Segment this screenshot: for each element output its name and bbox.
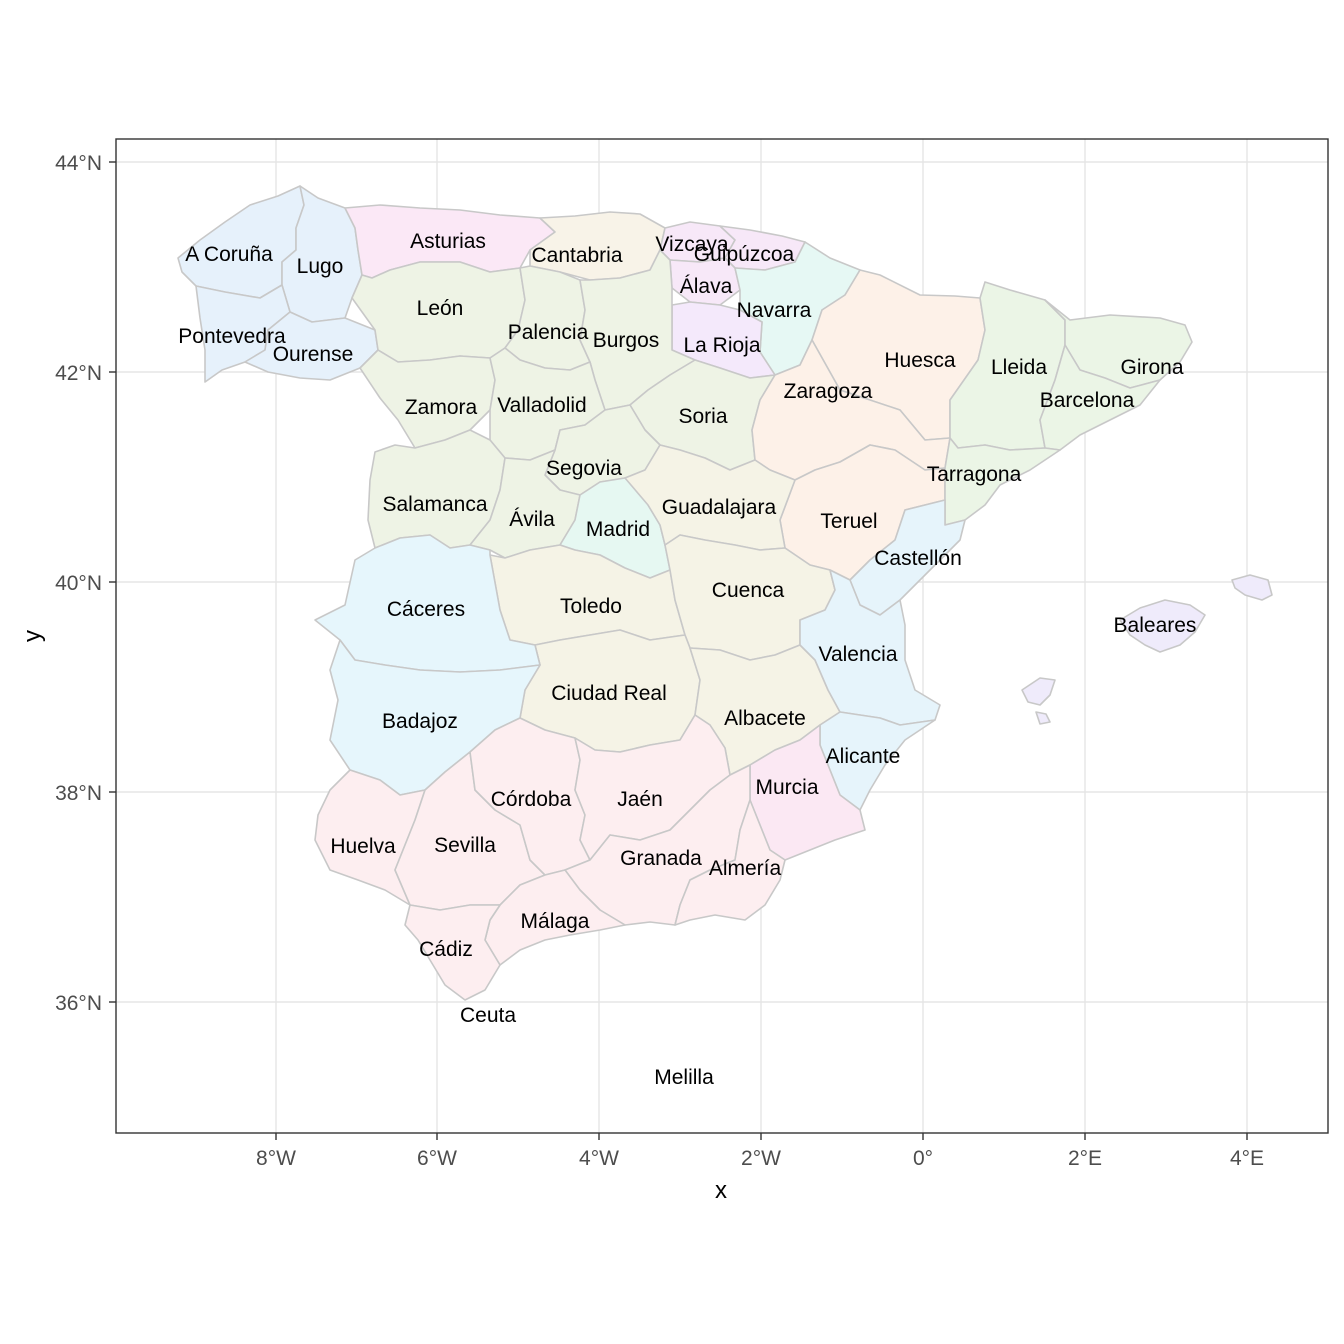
label-lugo: Lugo [297, 255, 344, 278]
label-valencia: Valencia [819, 643, 898, 666]
label-soria: Soria [678, 405, 727, 428]
label-huelva: Huelva [330, 835, 396, 858]
label-la-rioja: La Rioja [683, 334, 760, 357]
label-navarra: Navarra [737, 299, 812, 322]
y-tick-label: 36°N [55, 992, 102, 1015]
label-alicante: Alicante [826, 745, 901, 768]
province-baleares-ibiza [1021, 677, 1056, 706]
label-albacete: Albacete [724, 707, 806, 730]
province-almeria [674, 799, 786, 926]
label-ourense: Ourense [273, 343, 354, 366]
label-caceres: Cáceres [387, 598, 465, 621]
label-almeria: Almería [709, 857, 782, 880]
label-malaga: Málaga [521, 910, 590, 933]
x-tick-label: 4°E [1230, 1147, 1264, 1170]
label-toledo: Toledo [560, 595, 622, 618]
label-lleida: Lleida [991, 356, 1047, 379]
label-alava: Álava [680, 275, 733, 298]
label-girona: Girona [1120, 356, 1183, 379]
label-cuenca: Cuenca [712, 579, 785, 602]
label-segovia: Segovia [546, 457, 622, 480]
x-tick-label: 4°W [579, 1147, 619, 1170]
label-jaen: Jaén [617, 788, 663, 811]
label-tarragona: Tarragona [927, 463, 1022, 486]
label-zaragoza: Zaragoza [784, 380, 873, 403]
x-axis: 8°W 6°W 4°W 2°W 0° 2°E 4°E x [256, 1133, 1264, 1204]
label-valladolid: Valladolid [497, 394, 587, 417]
label-a-coruna: A Coruña [185, 243, 273, 266]
x-tick-label: 6°W [417, 1147, 457, 1170]
label-salamanca: Salamanca [382, 493, 487, 516]
label-baleares: Baleares [1114, 614, 1197, 637]
label-ceuta: Ceuta [460, 1004, 516, 1027]
label-zamora: Zamora [405, 396, 478, 419]
label-cordoba: Córdoba [491, 788, 572, 811]
provinces-layer [177, 185, 1273, 1001]
y-tick-label: 42°N [55, 362, 102, 385]
x-tick-label: 2°E [1068, 1147, 1102, 1170]
y-tick-label: 40°N [55, 572, 102, 595]
label-melilla: Melilla [654, 1066, 714, 1089]
label-leon: León [417, 297, 464, 320]
province-baleares-mallorca [1119, 599, 1206, 653]
label-murcia: Murcia [755, 776, 818, 799]
province-zamora [359, 349, 496, 449]
label-teruel: Teruel [820, 510, 877, 533]
x-tick-label: 2°W [741, 1147, 781, 1170]
label-avila: Ávila [509, 508, 555, 531]
x-tick-label: 0° [913, 1147, 933, 1170]
panel-border [115, 138, 1329, 1134]
y-axis: 44°N 42°N 40°N 38°N 36°N y [19, 152, 116, 1015]
x-tick-label: 8°W [256, 1147, 296, 1170]
y-tick-label: 44°N [55, 152, 102, 175]
label-granada: Granada [620, 847, 702, 870]
province-labels: A Coruña Lugo Pontevedra Ourense Asturia… [178, 230, 1196, 1089]
label-madrid: Madrid [586, 518, 650, 541]
y-tick-label: 38°N [55, 782, 102, 805]
label-guadalajara: Guadalajara [662, 496, 777, 519]
label-barcelona: Barcelona [1040, 389, 1135, 412]
y-axis-title: y [19, 630, 46, 642]
label-vizcaya: Vizcaya [655, 233, 728, 256]
label-sevilla: Sevilla [434, 834, 496, 857]
province-baleares-formentera [1035, 711, 1051, 725]
label-guipuzcoa: Guipúzcoa [694, 243, 795, 266]
label-burgos: Burgos [593, 329, 660, 352]
label-huesca: Huesca [884, 349, 956, 372]
label-ciudad-real: Ciudad Real [551, 682, 667, 705]
x-axis-title: x [715, 1177, 727, 1204]
province-cadiz [404, 904, 501, 1001]
label-pontevedra: Pontevedra [178, 325, 286, 348]
label-cantabria: Cantabria [531, 244, 622, 267]
label-asturias: Asturias [410, 230, 486, 253]
label-palencia: Palencia [508, 321, 589, 344]
province-barcelona [1039, 344, 1161, 451]
province-castellon [849, 499, 966, 616]
province-ourense [244, 311, 379, 381]
label-badajoz: Badajoz [382, 710, 458, 733]
province-baleares-menorca [1231, 574, 1273, 601]
label-cadiz: Cádiz [419, 938, 473, 961]
label-castellon: Castellón [874, 547, 962, 570]
